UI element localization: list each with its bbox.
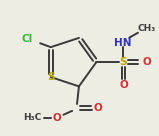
Text: O: O xyxy=(52,113,61,123)
Text: O: O xyxy=(94,103,103,113)
Text: S: S xyxy=(47,72,55,82)
Text: CH₃: CH₃ xyxy=(138,24,156,33)
Text: O: O xyxy=(119,80,128,90)
Text: H₃C: H₃C xyxy=(23,113,41,122)
Text: S: S xyxy=(120,57,127,67)
Text: O: O xyxy=(142,57,151,67)
Text: Cl: Cl xyxy=(22,34,33,44)
Text: HN: HN xyxy=(114,38,131,47)
